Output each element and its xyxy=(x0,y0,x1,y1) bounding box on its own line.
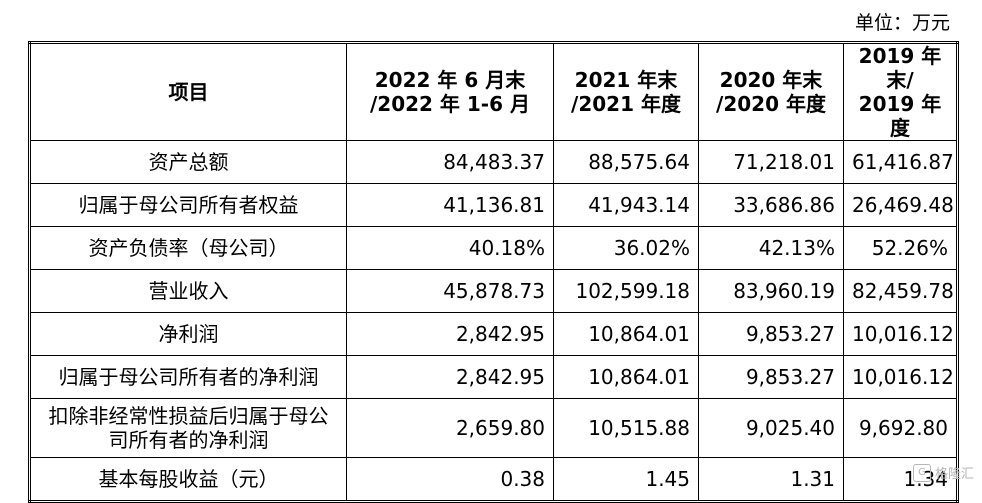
row-label: 归属于母公司所有者的净利润 xyxy=(29,355,347,399)
table-row: 扣除非经常性损益后归属于母公司所有者的净利润 2,659.80 10,515.8… xyxy=(29,398,958,458)
cell-value: 9,025.40 xyxy=(698,398,844,458)
cell-value: 9,853.27 xyxy=(698,312,844,356)
cell-value: 41,136.81 xyxy=(346,183,554,227)
watermark-text: 格隆汇 xyxy=(934,467,974,482)
row-label: 资产负债率（母公司） xyxy=(29,226,347,270)
row-label: 净利润 xyxy=(29,312,347,356)
cell-value: 41,943.14 xyxy=(553,183,699,227)
cell-value: 71,218.01 xyxy=(698,140,844,184)
cell-value: 40.18% xyxy=(346,226,554,270)
header-2021-line2: /2021 年度 xyxy=(571,92,681,116)
cell-value: 26,469.48 xyxy=(843,183,958,227)
header-item-label: 项目 xyxy=(168,80,209,104)
table-row: 基本每股收益（元） 0.38 1.45 1.31 1.34 xyxy=(29,457,958,502)
cell-value: 1.31 xyxy=(698,457,844,502)
table-row: 归属于母公司所有者权益 41,136.81 41,943.14 33,686.8… xyxy=(29,183,958,227)
row-label: 基本每股收益（元） xyxy=(29,457,347,502)
table-row: 净利润 2,842.95 10,864.01 9,853.27 10,016.1… xyxy=(29,312,958,356)
header-item: 项目 xyxy=(29,42,347,141)
watermark: G 格隆汇 xyxy=(912,463,974,482)
cell-value: 33,686.86 xyxy=(698,183,844,227)
cell-value: 84,483.37 xyxy=(346,140,554,184)
table-row: 资产负债率（母公司） 40.18% 36.02% 42.13% 52.26% xyxy=(29,226,958,270)
row-label: 资产总额 xyxy=(29,140,347,184)
row-label: 归属于母公司所有者权益 xyxy=(29,183,347,227)
header-2021: 2021 年末 /2021 年度 xyxy=(553,42,699,141)
header-2022h1: 2022 年 6 月末 /2022 年 1-6 月 xyxy=(346,42,554,141)
header-2022h1-line1: 2022 年 6 月末 xyxy=(374,68,526,92)
cell-value: 45,878.73 xyxy=(346,269,554,313)
header-2020: 2020 年末 /2020 年度 xyxy=(698,42,844,141)
cell-value: 2,842.95 xyxy=(346,312,554,356)
cell-value: 61,416.87 xyxy=(843,140,958,184)
cell-value: 10,864.01 xyxy=(553,312,699,356)
unit-label: 单位：万元 xyxy=(854,12,950,34)
table-header-row: 项目 2022 年 6 月末 /2022 年 1-6 月 2021 年末 /20… xyxy=(29,42,958,141)
row-label: 营业收入 xyxy=(29,269,347,313)
cell-value: 9,853.27 xyxy=(698,355,844,399)
cell-value: 82,459.78 xyxy=(843,269,958,313)
cell-value: 9,692.80 xyxy=(843,398,958,458)
header-2022h1-line2: /2022 年 1-6 月 xyxy=(370,92,530,116)
header-2020-line2: /2020 年度 xyxy=(716,92,826,116)
header-2020-line1: 2020 年末 xyxy=(719,68,823,92)
cell-value: 102,599.18 xyxy=(553,269,699,313)
header-2019-line1: 2019 年末/ xyxy=(858,44,942,92)
header-2019: 2019 年末/ 2019 年度 xyxy=(843,42,958,141)
financial-data-table: 项目 2022 年 6 月末 /2022 年 1-6 月 2021 年末 /20… xyxy=(28,41,959,503)
cell-value: 2,659.80 xyxy=(346,398,554,458)
cell-value: 0.38 xyxy=(346,457,554,502)
gelonghui-logo-icon: G xyxy=(912,463,931,482)
cell-value: 88,575.64 xyxy=(553,140,699,184)
header-2019-line2: 2019 年度 xyxy=(858,92,942,140)
table-row: 归属于母公司所有者的净利润 2,842.95 10,864.01 9,853.2… xyxy=(29,355,958,399)
cell-value: 36.02% xyxy=(553,226,699,270)
cell-value: 1.45 xyxy=(553,457,699,502)
table-row: 营业收入 45,878.73 102,599.18 83,960.19 82,4… xyxy=(29,269,958,313)
cell-value: 10,864.01 xyxy=(553,355,699,399)
table-row: 资产总额 84,483.37 88,575.64 71,218.01 61,41… xyxy=(29,140,958,184)
cell-value: 10,016.12 xyxy=(843,355,958,399)
header-2021-line1: 2021 年末 xyxy=(574,68,678,92)
row-label: 扣除非经常性损益后归属于母公司所有者的净利润 xyxy=(29,398,347,458)
cell-value: 83,960.19 xyxy=(698,269,844,313)
cell-value: 10,515.88 xyxy=(553,398,699,458)
cell-value: 42.13% xyxy=(698,226,844,270)
cell-value: 10,016.12 xyxy=(843,312,958,356)
cell-value: 52.26% xyxy=(843,226,958,270)
cell-value: 2,842.95 xyxy=(346,355,554,399)
